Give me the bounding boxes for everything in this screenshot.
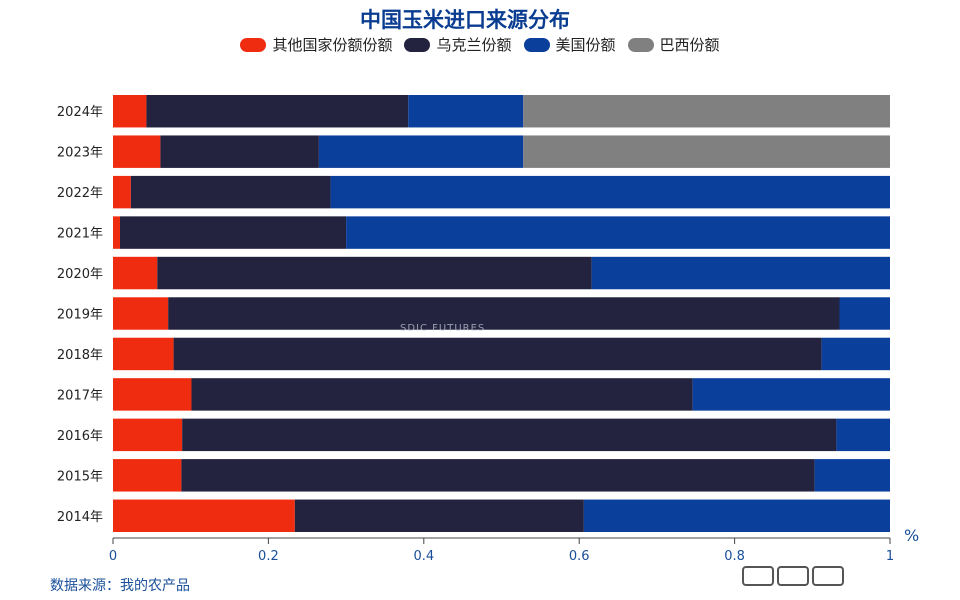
bar-2022-series-1 [130,175,331,209]
bar-2022-series-0 [113,175,131,209]
y-tick-label: 2019年 [57,308,103,323]
bar-2016-series-2 [836,418,890,452]
x-tick-label: 0.4 [413,549,434,564]
bar-2017-series-1 [191,378,693,411]
legend-label-usa: 美国份额 [555,36,616,54]
x-tick-label: 0 [109,549,117,564]
bar-2023-series-0 [113,135,161,168]
legend-item-other: 其他国家份额份额 [240,34,392,55]
x-tick-label: 0.2 [258,549,279,564]
brand-logo [742,566,844,586]
bar-2015-series-1 [181,459,815,492]
bar-2015-series-2 [814,459,890,492]
y-tick-label: 2021年 [57,227,103,242]
bar-2015-series-0 [113,459,182,492]
chart-title: 中国玉米进口来源分布 [360,8,570,32]
bar-2020-series-1 [157,256,592,290]
legend-item-usa: 美国份额 [523,34,616,55]
bar-2022-series-2 [330,175,890,209]
legend-label-ukraine: 乌克兰份额 [436,36,512,54]
legend-label-brazil: 巴西份额 [659,36,720,54]
bar-2024-series-1 [146,95,409,128]
bar-2018-series-2 [821,337,890,371]
bar-2019-series-1 [168,297,840,330]
bar-2020-series-0 [113,256,158,290]
bar-2014-series-0 [113,499,295,532]
y-tick-label: 2018年 [57,348,103,363]
bar-2018-series-0 [113,337,174,371]
bar-2014-series-1 [294,499,584,532]
y-tick-label: 2016年 [57,429,103,444]
bar-2024-series-3 [523,95,890,128]
legend-item-brazil: 巴西份额 [627,34,720,55]
legend-swatch-usa [523,37,550,52]
bar-2014-series-2 [583,499,890,532]
bar-2020-series-2 [591,256,890,290]
source-note: 数据来源：我的农产品 [50,578,190,594]
bar-2019-series-2 [839,297,890,330]
legend-item-ukraine: 乌克兰份额 [404,34,512,55]
legend-label-other: 其他国家份额份额 [272,36,393,54]
x-tick-label: 1 [886,549,894,564]
bar-2024-series-2 [408,95,524,128]
legend-swatch-other [240,37,267,52]
y-tick-label: 2017年 [57,388,103,403]
bar-2024-series-0 [113,95,147,128]
y-tick-label: 2023年 [57,146,103,161]
y-tick-label: 2024年 [57,105,103,120]
bar-2021-series-1 [119,216,347,249]
bar-2023-series-2 [318,135,524,168]
bar-2023-series-1 [160,135,319,168]
bar-2021-series-2 [346,216,891,249]
x-axis-unit: % [904,526,920,545]
bar-2017-series-2 [692,378,890,411]
bar-2017-series-0 [113,378,192,411]
y-tick-label: 2022年 [57,186,103,201]
y-tick-label: 2014年 [57,510,103,525]
y-tick-label: 2015年 [57,469,103,484]
bar-2016-series-0 [113,418,183,452]
bar-2023-series-3 [523,135,890,168]
chart-legend: 其他国家份额份额 乌克兰份额 美国份额 巴西份额 [0,34,960,55]
x-tick-label: 0.6 [569,549,590,564]
watermark: SDIC FUTURES [400,323,486,334]
legend-swatch-brazil [627,37,654,52]
y-tick-label: 2020年 [57,267,103,282]
x-tick-label: 0.8 [724,549,745,564]
legend-swatch-ukraine [404,37,431,52]
bar-2018-series-1 [173,337,822,371]
bar-2016-series-1 [182,418,837,452]
bar-2021-series-0 [113,216,120,249]
bar-2019-series-0 [113,297,169,330]
